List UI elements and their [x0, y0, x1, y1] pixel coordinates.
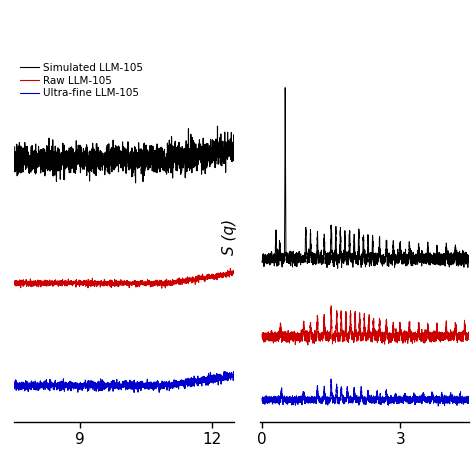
Simulated LLM-105 [215, 123, 220, 129]
Legend: Simulated LLM-105, Raw LLM-105, Ultra-fine LLM-105: Simulated LLM-105, Raw LLM-105, Ultra-fi… [19, 62, 145, 100]
Raw LLM-105 [118, 282, 124, 288]
Raw LLM-105 [225, 272, 230, 278]
Ultra-fine LLM-105 [225, 375, 231, 381]
Simulated LLM-105 [133, 180, 138, 186]
Ultra-fine LLM-105 [11, 382, 17, 387]
Simulated LLM-105 [112, 157, 118, 163]
Raw LLM-105 [231, 269, 237, 274]
Ultra-fine LLM-105 [118, 384, 124, 390]
Ultra-fine LLM-105 [184, 377, 190, 383]
Line: Raw LLM-105: Raw LLM-105 [14, 269, 234, 288]
Ultra-fine LLM-105 [231, 369, 237, 374]
Line: Ultra-fine LLM-105: Ultra-fine LLM-105 [14, 372, 234, 392]
Ultra-fine LLM-105 [112, 383, 118, 389]
Raw LLM-105 [184, 277, 190, 283]
Simulated LLM-105 [184, 158, 190, 164]
Ultra-fine LLM-105 [225, 378, 231, 383]
Raw LLM-105 [225, 270, 231, 275]
Raw LLM-105 [112, 280, 118, 286]
Simulated LLM-105 [225, 154, 231, 160]
Line: Simulated LLM-105: Simulated LLM-105 [14, 126, 234, 183]
Simulated LLM-105 [118, 157, 124, 163]
Simulated LLM-105 [23, 154, 28, 159]
Raw LLM-105 [23, 280, 28, 286]
Ultra-fine LLM-105 [23, 382, 28, 388]
Raw LLM-105 [11, 281, 17, 286]
Simulated LLM-105 [231, 148, 237, 154]
Raw LLM-105 [159, 285, 164, 291]
Ultra-fine LLM-105 [131, 390, 137, 395]
Simulated LLM-105 [11, 144, 17, 150]
Text: S (q): S (q) [222, 219, 237, 255]
Simulated LLM-105 [225, 144, 231, 150]
Ultra-fine LLM-105 [221, 369, 227, 374]
Raw LLM-105 [228, 266, 233, 272]
